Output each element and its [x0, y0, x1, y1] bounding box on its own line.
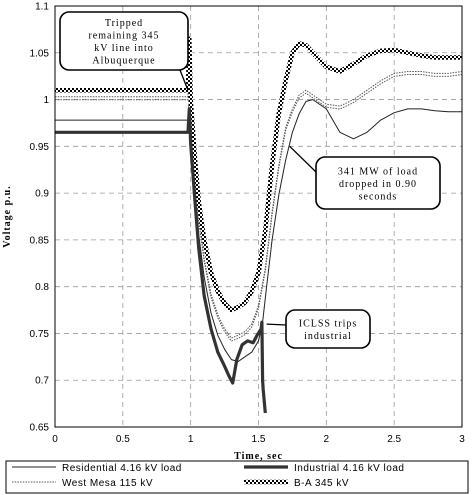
legend-box	[5, 460, 469, 494]
y-tick-label: 0.85	[30, 235, 50, 246]
annotation-leader	[289, 145, 317, 173]
y-tick-label: 1.05	[30, 48, 50, 59]
legend-label: Industrial 4.16 kV load	[294, 463, 404, 474]
annotation-text: Tripped	[105, 18, 143, 29]
x-tick-labels: 0 0.5 1 1.5 2 2.5 3	[52, 434, 465, 445]
y-axis-label: Voltage p.u.	[2, 185, 13, 247]
y-tick-label: 1.1	[35, 2, 49, 13]
series-line-b-a-345-kv	[55, 36, 462, 313]
annotation-text: remaining 345	[88, 31, 159, 42]
series-layer	[55, 36, 463, 414]
x-axis-label: Time, sec	[234, 451, 283, 462]
x-tick-label: 2	[324, 434, 330, 445]
legend-label: Residential 4.16 kV load	[62, 463, 182, 474]
annotation-box	[285, 309, 371, 349]
y-tick-label: 0.8	[35, 282, 49, 293]
x-tick-label: 0.5	[116, 434, 130, 445]
legend: Residential 4.16 kV load Industrial 4.16 …	[5, 460, 469, 494]
y-tick-label: 0.75	[30, 329, 50, 340]
annotation-text: kV line into	[94, 43, 154, 54]
annotation-text: ICLSS trips	[299, 319, 358, 330]
legend-entry: West Mesa 115 kV	[12, 478, 153, 489]
legend-entry: Residential 4.16 kV load	[12, 463, 182, 474]
annotation-box	[59, 11, 189, 71]
legend-label: West Mesa 115 kV	[62, 478, 153, 489]
annotation-text: dropped in 0.90	[339, 179, 417, 190]
y-tick-labels: 0.65 0.7 0.75 0.8 0.85 0.9 0.95 1 1.05 1.1	[30, 2, 50, 434]
series-line-industrial-4-16-kv-load	[55, 107, 267, 414]
y-tick-label: 0.9	[35, 189, 49, 200]
plot-frame	[54, 5, 463, 428]
series-line-west-mesa-band	[55, 51, 463, 342]
legend-label: B-A 345 kV	[294, 478, 349, 489]
annotation-text: industrial	[304, 331, 352, 342]
y-tick-label: 0.7	[35, 376, 49, 387]
legend-entry: Industrial 4.16 kV load	[244, 463, 404, 474]
annotation-leader	[266, 323, 287, 326]
annotation-text: 341 MW of load	[338, 166, 418, 177]
legend-entry: B-A 345 kV	[244, 478, 349, 489]
x-tick-label: 2.5	[387, 434, 401, 445]
annotation-leader	[179, 69, 189, 91]
x-tick-label: 1	[188, 434, 194, 445]
annotation-text: seconds	[359, 191, 398, 202]
y-tick-label: 0.65	[30, 423, 50, 434]
y-tick-label: 1	[43, 95, 49, 106]
annotation-text: Albuquerque	[92, 56, 155, 67]
series-line-residential-4-16-kv-load	[55, 99, 462, 362]
x-tick-label: 1.5	[252, 434, 266, 445]
y-tick-label: 0.95	[30, 142, 50, 153]
x-tick-label: 0	[52, 434, 58, 445]
annotation-box	[315, 156, 441, 210]
x-tick-label: 3	[459, 434, 465, 445]
